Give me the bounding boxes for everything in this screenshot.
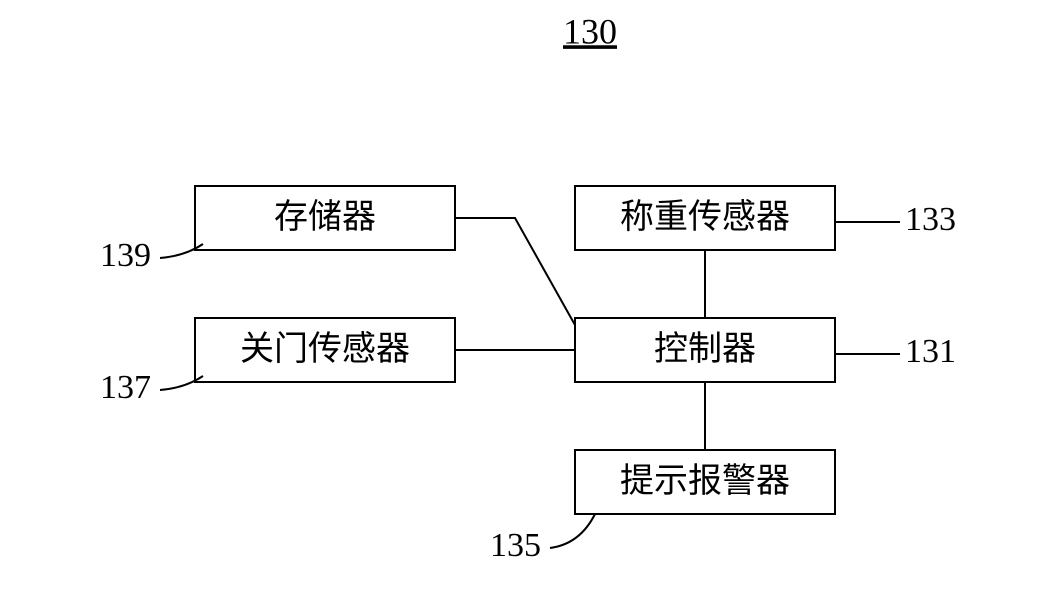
ref-controller: 131 (835, 333, 956, 370)
node-alarm: 提示报警器 (575, 450, 835, 514)
ref-memory-number: 139 (100, 237, 151, 274)
edge-memory-controller (455, 218, 575, 325)
ref-alarm-number: 135 (490, 527, 541, 564)
ref-load-cell: 133 (835, 201, 956, 238)
node-load-cell-label: 称重传感器 (620, 198, 790, 236)
block-diagram: 130 存储器 称重传感器 关门传感器 控制器 提示报警器 139 137 13… (0, 0, 1062, 607)
diagram-title-ref: 130 (563, 11, 617, 51)
node-controller-label: 控制器 (654, 330, 756, 368)
ref-load-cell-number: 133 (905, 201, 956, 238)
node-alarm-label: 提示报警器 (620, 462, 790, 500)
node-door-sensor: 关门传感器 (195, 318, 455, 382)
node-load-cell: 称重传感器 (575, 186, 835, 250)
node-memory-label: 存储器 (274, 198, 376, 236)
node-memory: 存储器 (195, 186, 455, 250)
ref-door: 137 (100, 369, 203, 406)
ref-alarm-leader (550, 514, 595, 548)
node-door-sensor-label: 关门传感器 (240, 330, 410, 368)
ref-memory: 139 (100, 237, 203, 274)
ref-controller-number: 131 (905, 333, 956, 370)
ref-door-number: 137 (100, 369, 151, 406)
node-controller: 控制器 (575, 318, 835, 382)
ref-alarm: 135 (490, 514, 595, 564)
